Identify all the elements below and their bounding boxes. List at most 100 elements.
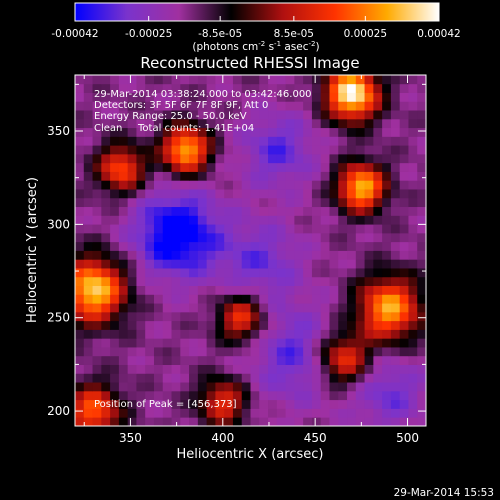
heatmap-cell [118, 92, 129, 102]
heatmap-cell [153, 92, 164, 102]
heatmap-cell [127, 294, 137, 304]
heatmap-cell [382, 347, 392, 357]
heatmap-cell [110, 311, 120, 322]
heatmap-cell [224, 390, 234, 401]
heatmap-cell [320, 206, 330, 216]
heatmap-cell [250, 373, 260, 383]
heatmap-cell [276, 215, 287, 225]
heatmap-cell [382, 303, 392, 313]
heatmap-cell [136, 153, 146, 164]
heatmap-cell [224, 355, 234, 365]
heatmap-cell [285, 276, 295, 286]
heatmap-cell [382, 268, 392, 278]
heatmap-cell [303, 382, 313, 392]
heatmap-cell [171, 118, 181, 129]
heatmap-cell [408, 285, 418, 295]
heatmap-cell [399, 180, 409, 190]
heatmap-cell [338, 171, 348, 181]
heatmap-cell [329, 127, 339, 137]
heatmap-cell [276, 285, 287, 295]
heatmap-cell [276, 224, 287, 234]
heatmap-cell [171, 180, 181, 190]
heatmap-cell [364, 162, 374, 172]
heatmap-cell [268, 320, 278, 330]
heatmap-cell [171, 373, 181, 383]
heatmap-cell [382, 224, 392, 234]
heatmap-cell [206, 311, 216, 322]
heatmap-cell [171, 338, 181, 348]
heatmap-cell [303, 110, 313, 120]
heatmap-cell [390, 338, 401, 348]
heatmap-cell [399, 390, 409, 401]
heatmap-cell [250, 355, 260, 365]
heatmap-cell [338, 153, 348, 164]
heatmap-cell [171, 153, 181, 164]
heatmap-cell [268, 206, 278, 216]
heatmap-cell [75, 355, 85, 365]
heatmap-cell [311, 224, 322, 234]
heatmap-cell [390, 145, 401, 155]
heatmap-cell [355, 101, 365, 111]
heatmap-cell [145, 118, 155, 129]
heatmap-cell [268, 92, 278, 102]
heatmap-cell [232, 215, 243, 225]
heatmap-cell [399, 189, 409, 199]
heatmap-cell [83, 118, 93, 129]
heatmap-cell [329, 285, 339, 295]
heatmap-cell [408, 364, 418, 374]
heatmap-cell [408, 153, 418, 164]
heatmap-cell [241, 268, 251, 278]
colorbar: -0.00042 -0.00025 -8.5e-05 8.5e-05 0.00025 0.… [51, 2, 461, 53]
heatmap-cell [162, 329, 172, 339]
heatmap-cell [189, 127, 199, 137]
heatmap-cell [268, 329, 278, 339]
heatmap-cell [153, 162, 164, 172]
heatmap-cell [83, 338, 93, 348]
heatmap-cell [127, 241, 137, 251]
heatmap-cell [355, 224, 365, 234]
heatmap-cell [189, 285, 199, 295]
x-tick-label: 500 [396, 431, 419, 445]
heatmap-cell [338, 276, 348, 286]
heatmap-cell [390, 101, 401, 111]
heatmap-cell [232, 311, 243, 322]
heatmap-cell [276, 329, 287, 339]
heatmap-cell [399, 75, 409, 85]
heatmap-cell [83, 259, 93, 269]
heatmap-cell [311, 276, 322, 286]
heatmap-cell [364, 408, 374, 418]
heatmap-cell [390, 268, 401, 278]
heatmap-cell [338, 197, 348, 208]
heatmap-cell [382, 294, 392, 304]
heatmap-cell [408, 127, 418, 137]
heatmap-cell [320, 171, 330, 181]
heatmap-cell [373, 320, 383, 330]
heatmap-cell [92, 408, 102, 418]
heatmap-cell [390, 347, 401, 357]
heatmap-cell [276, 197, 287, 208]
heatmap-cell [303, 75, 313, 85]
heatmap-cell [311, 197, 322, 208]
heatmap-cell [189, 83, 199, 93]
heatmap-cell [153, 197, 164, 208]
heatmap-cell [320, 232, 330, 243]
heatmap-cell [215, 294, 225, 304]
heatmap-cell [75, 153, 85, 164]
heatmap-cell [311, 206, 322, 216]
heatmap-cell [347, 390, 357, 401]
heatmap-cell [171, 320, 181, 330]
heatmap-cell [241, 303, 251, 313]
heatmap-cell [92, 145, 102, 155]
heatmap-cell [347, 399, 357, 409]
heatmap-cell [382, 180, 392, 190]
heatmap-cell [408, 197, 418, 208]
heatmap-cell [153, 373, 164, 383]
heatmap-cell [206, 118, 216, 129]
heatmap-cell [382, 110, 392, 120]
heatmap-cell [145, 311, 155, 322]
heatmap-cell [399, 355, 409, 365]
heatmap-cell [180, 355, 190, 365]
heatmap-cell [101, 250, 111, 260]
heatmap-cell [320, 118, 330, 129]
heatmap-cell [206, 320, 216, 330]
